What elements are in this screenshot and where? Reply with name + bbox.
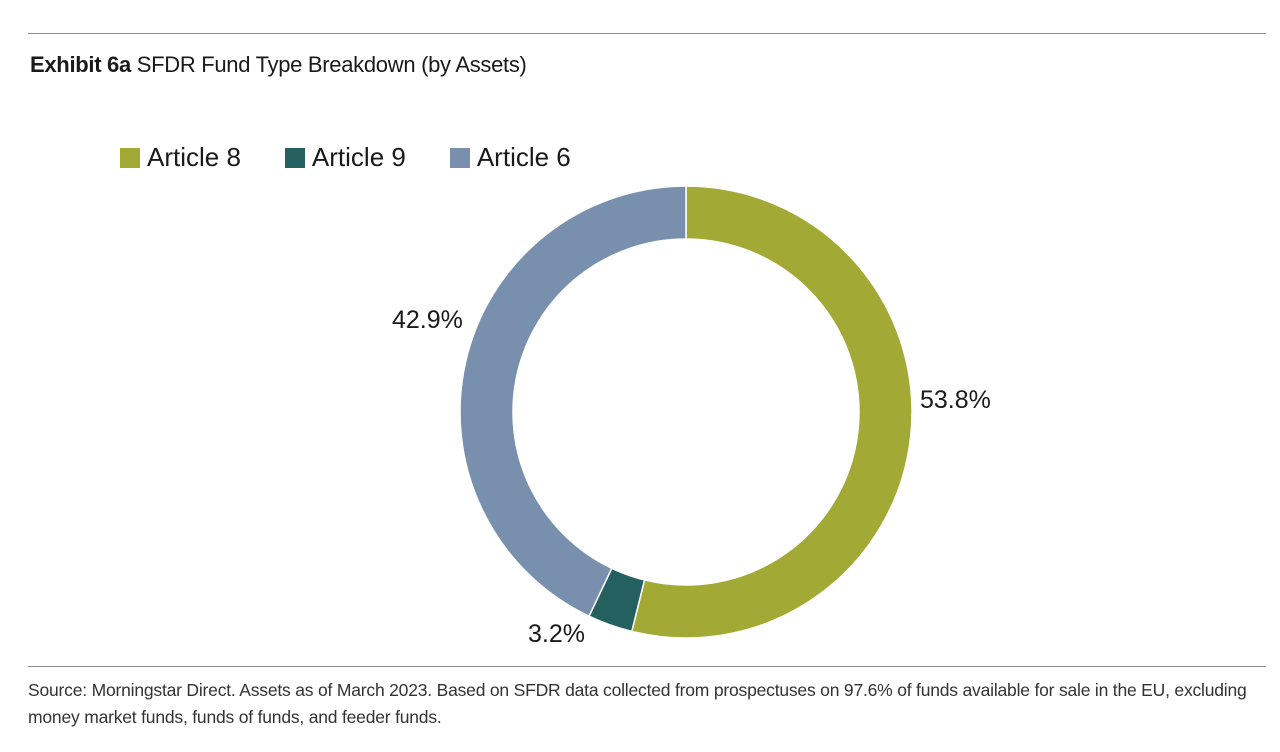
donut-slice-article-6	[459, 185, 687, 618]
chart-title: Exhibit 6a SFDR Fund Type Breakdown (by …	[30, 52, 527, 78]
source-note: Source: Morningstar Direct. Assets as of…	[28, 680, 1247, 727]
top-divider	[28, 33, 1266, 34]
legend-item-article-9: Article 9	[284, 142, 406, 173]
bottom-divider	[28, 666, 1266, 667]
data-label-article-6: 42.9%	[392, 306, 463, 334]
legend-item-article-6: Article 6	[449, 142, 571, 173]
chart-legend: Article 8 Article 9 Article 6	[120, 142, 615, 173]
exhibit-label: Exhibit 6a	[30, 52, 131, 77]
legend-swatch	[120, 147, 140, 168]
legend-label: Article 8	[147, 142, 241, 172]
legend-item-article-8: Article 8	[120, 142, 241, 173]
data-label-article-8: 53.8%	[920, 386, 991, 414]
chart-title-text: SFDR Fund Type Breakdown (by Assets)	[136, 52, 527, 77]
legend-swatch	[284, 147, 305, 168]
legend-swatch	[449, 147, 470, 168]
data-label-article-9: 3.2%	[528, 620, 585, 648]
donut-chart: 53.8% 3.2% 42.9%	[392, 185, 991, 648]
donut-slice-article-8	[630, 185, 913, 639]
legend-label: Article 6	[476, 142, 571, 172]
legend-label: Article 9	[311, 142, 406, 172]
